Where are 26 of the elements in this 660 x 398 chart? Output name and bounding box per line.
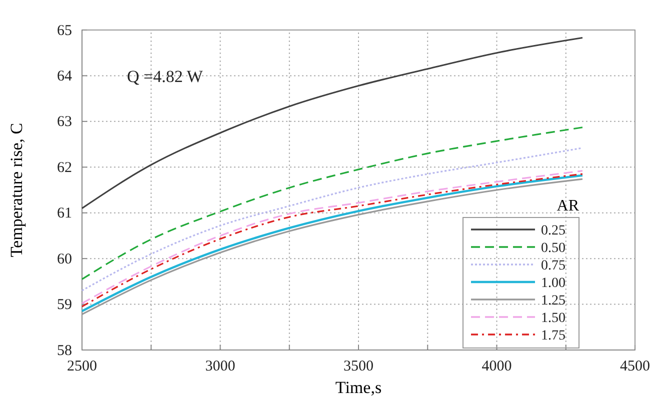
y-tick-label: 58 xyxy=(57,342,72,359)
x-tick-label: 2500 xyxy=(67,358,97,375)
legend-label: 0.25 xyxy=(541,224,566,238)
annotation: Q =4.82 W xyxy=(127,67,204,86)
y-tick-label: 64 xyxy=(57,68,72,85)
legend-label: 1.75 xyxy=(541,328,566,344)
legend-label: 0.75 xyxy=(541,258,566,274)
legend-label: 1.25 xyxy=(541,294,566,308)
x-tick-label: 3000 xyxy=(205,358,236,375)
y-tick-label: 59 xyxy=(57,297,72,314)
legend-label: 0.50 xyxy=(541,241,566,256)
x-axis-title: Time,s xyxy=(335,378,382,397)
x-tick-label: 3500 xyxy=(344,358,374,375)
y-tick-label: 63 xyxy=(57,114,72,130)
x-tick-label: 4500 xyxy=(620,358,650,375)
y-tick-label: 65 xyxy=(57,22,72,39)
line-series xyxy=(81,36,584,210)
y-tick-label: 61 xyxy=(57,206,72,222)
legend-label: 1.50 xyxy=(541,311,566,326)
y-tick-label: 60 xyxy=(57,251,72,268)
x-tick-label: 4000 xyxy=(482,358,512,375)
legend-title: AR xyxy=(556,198,580,214)
legend-label: 1.00 xyxy=(541,276,566,291)
line-series xyxy=(81,147,584,292)
y-axis-title: Temperature rise, C xyxy=(7,122,26,258)
y-tick-label: 62 xyxy=(57,160,72,176)
